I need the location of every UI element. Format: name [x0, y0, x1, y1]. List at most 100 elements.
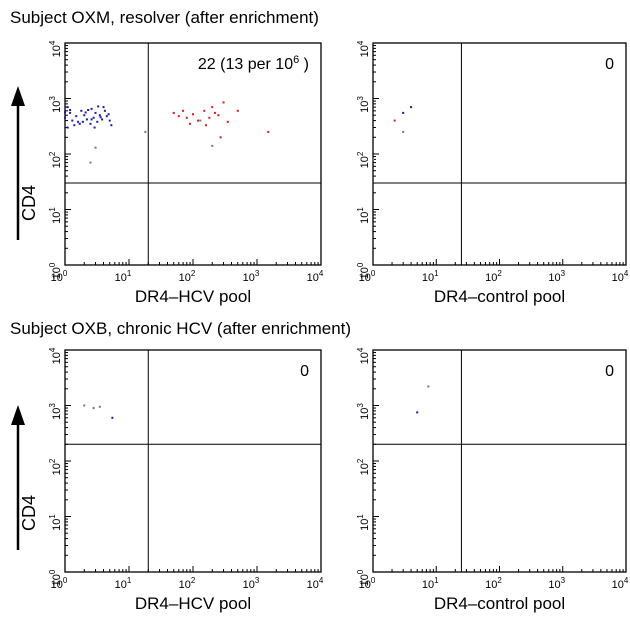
data-point	[89, 122, 92, 125]
data-point	[92, 407, 95, 410]
data-point	[111, 416, 114, 419]
x-tick-label: 103	[548, 576, 565, 591]
data-point	[410, 106, 413, 109]
x-tick-label: 103	[548, 269, 565, 284]
data-point	[402, 111, 405, 114]
x-tick-label: 104	[612, 576, 629, 591]
plot-frame	[372, 42, 627, 266]
scatter-panel-1: 100 101 102 103 104 100 101 102 103 104 22 (13 per…	[48, 40, 324, 306]
data-point	[205, 124, 208, 127]
x-tick-label: 101	[422, 269, 439, 284]
y-tick-label: 101	[356, 207, 371, 224]
y-tick-label: 101	[356, 514, 371, 531]
x-tick-label: 104	[307, 269, 324, 284]
data-point	[94, 111, 97, 114]
data-point	[203, 109, 206, 112]
data-point	[101, 118, 104, 121]
data-point	[108, 119, 111, 122]
data-point	[107, 113, 110, 116]
event-count-label: 22 (13 per 106 )	[198, 54, 309, 73]
data-point	[98, 114, 101, 117]
data-point	[99, 116, 102, 119]
data-point	[402, 130, 405, 133]
data-point	[80, 109, 83, 112]
data-point	[66, 126, 69, 129]
x-tick-label: 102	[179, 269, 196, 284]
data-point	[192, 113, 194, 116]
data-point	[75, 115, 78, 118]
data-point	[90, 107, 93, 110]
event-count-label: 0	[300, 363, 309, 380]
data-point	[84, 111, 87, 114]
data-point	[177, 115, 180, 118]
y-tick-label: 102	[48, 458, 63, 475]
y-tick-label: 104	[48, 40, 63, 57]
data-point	[73, 124, 76, 127]
x-tick-label: 100	[359, 269, 376, 284]
data-point	[92, 116, 95, 119]
up-arrow-icon	[11, 86, 25, 106]
scatter-panel-3: 100 101 102 103 104 100 101 102 103 104 0 DR4–HCV p…	[48, 347, 324, 613]
x-tick-label: 100	[359, 576, 376, 591]
x-tick-label: 102	[485, 269, 502, 284]
y-tick-label: 102	[356, 151, 371, 168]
x-tick-label: 100	[51, 269, 68, 284]
plot-frame	[64, 349, 322, 573]
data-point	[416, 411, 419, 414]
y-tick-label: 104	[356, 347, 371, 364]
x-tick-label: 101	[422, 576, 439, 591]
data-point	[110, 124, 113, 127]
data-point	[172, 111, 175, 114]
data-point	[90, 118, 93, 121]
data-point	[208, 116, 211, 119]
up-arrow-icon	[11, 405, 25, 425]
data-point	[217, 114, 220, 117]
data-point	[226, 120, 229, 123]
cd4-axis-label-top: CD4	[11, 86, 39, 240]
data-point	[211, 106, 214, 109]
plot-frame	[372, 349, 627, 573]
data-point	[66, 106, 69, 109]
data-point	[96, 120, 99, 123]
y-tick-label: 100	[356, 262, 371, 279]
data-point	[87, 109, 90, 112]
scatter-panel-2: 100 101 102 103 104 100 101 102 103 104 0 DR4–contr…	[356, 40, 629, 306]
data-point	[69, 111, 72, 114]
data-point	[78, 122, 81, 125]
y-tick-label: 100	[356, 569, 371, 586]
y-tick-label: 101	[48, 514, 63, 531]
event-count-label: 0	[605, 56, 614, 73]
y-tick-label: 102	[48, 151, 63, 168]
data-point	[189, 122, 192, 125]
y-tick-label: 103	[48, 96, 63, 113]
data-point	[197, 119, 200, 122]
y-tick-label: 103	[356, 403, 371, 420]
x-tick-label: 103	[243, 269, 260, 284]
data-point	[222, 101, 225, 104]
y-tick-label: 102	[356, 458, 371, 475]
data-point	[77, 120, 80, 123]
x-axis-label: DR4–HCV pool	[135, 287, 251, 306]
data-point	[83, 404, 86, 407]
svg-text:CD4: CD4	[19, 185, 39, 221]
cd4-axis-label-bottom: CD4	[11, 405, 39, 550]
data-point	[83, 114, 86, 117]
y-tick-label: 104	[48, 347, 63, 364]
data-point	[97, 105, 100, 108]
data-point	[98, 405, 101, 408]
x-tick-label: 104	[612, 269, 629, 284]
x-tick-label: 101	[115, 576, 132, 591]
data-point	[64, 111, 66, 114]
plot-frame	[64, 42, 322, 266]
data-point	[199, 119, 202, 122]
data-point	[103, 109, 106, 112]
event-count-label: 0	[605, 363, 614, 380]
data-point	[182, 109, 185, 112]
data-point	[81, 120, 84, 123]
data-point	[267, 130, 270, 133]
data-point	[69, 109, 72, 112]
x-tick-label: 102	[485, 576, 502, 591]
x-tick-label: 101	[115, 269, 132, 284]
data-point	[89, 161, 92, 164]
